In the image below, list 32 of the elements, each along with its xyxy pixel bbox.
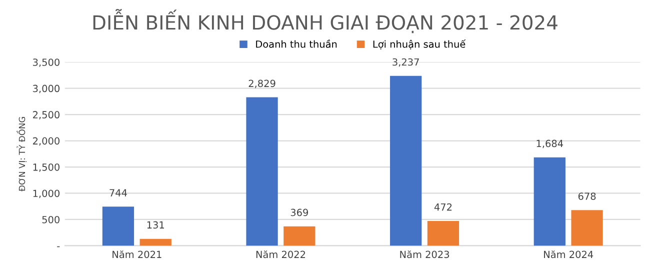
legend-label: Lợi nhuận sau thuế xyxy=(373,39,466,50)
bar xyxy=(246,97,278,246)
y-tick-label: 3,000 xyxy=(33,84,60,94)
y-tick-label: 1,500 xyxy=(33,163,60,172)
bar xyxy=(534,157,566,246)
data-label: 3,237 xyxy=(392,58,419,67)
bar xyxy=(102,206,134,246)
y-tick-label: 1,000 xyxy=(33,190,60,198)
x-tick-label: Năm 2021 xyxy=(112,250,162,258)
bar xyxy=(571,210,603,246)
data-label: 472 xyxy=(434,203,452,211)
y-tick-label: 3,500 xyxy=(33,58,60,67)
y-tick-label: 500 xyxy=(42,216,60,224)
data-label: 744 xyxy=(110,189,127,196)
data-label: 369 xyxy=(290,208,308,216)
x-tick-label: Năm 2024 xyxy=(544,250,594,258)
bar xyxy=(140,238,172,246)
bar xyxy=(390,76,422,246)
data-label: 131 xyxy=(147,221,164,229)
data-label: 678 xyxy=(578,192,596,200)
bar xyxy=(284,226,316,246)
y-tick-label: 2,500 xyxy=(33,111,60,120)
chart-title: DIỄN BIẾN KINH DOANH GIAI ĐOẠN 2021 - 2024 xyxy=(93,8,558,34)
y-tick-label: 2,000 xyxy=(33,137,60,146)
data-label: 2,829 xyxy=(248,80,276,88)
y-tick-label: - xyxy=(57,246,60,248)
x-tick-label: Năm 2022 xyxy=(256,250,306,258)
y-axis-title: ĐƠN VỊ: TỶ ĐỒNG xyxy=(16,117,27,192)
x-tick-label: Năm 2023 xyxy=(400,250,450,258)
data-label: 1,684 xyxy=(536,140,564,148)
bar xyxy=(427,220,460,246)
legend-label: Doanh thu thuần xyxy=(256,39,337,48)
